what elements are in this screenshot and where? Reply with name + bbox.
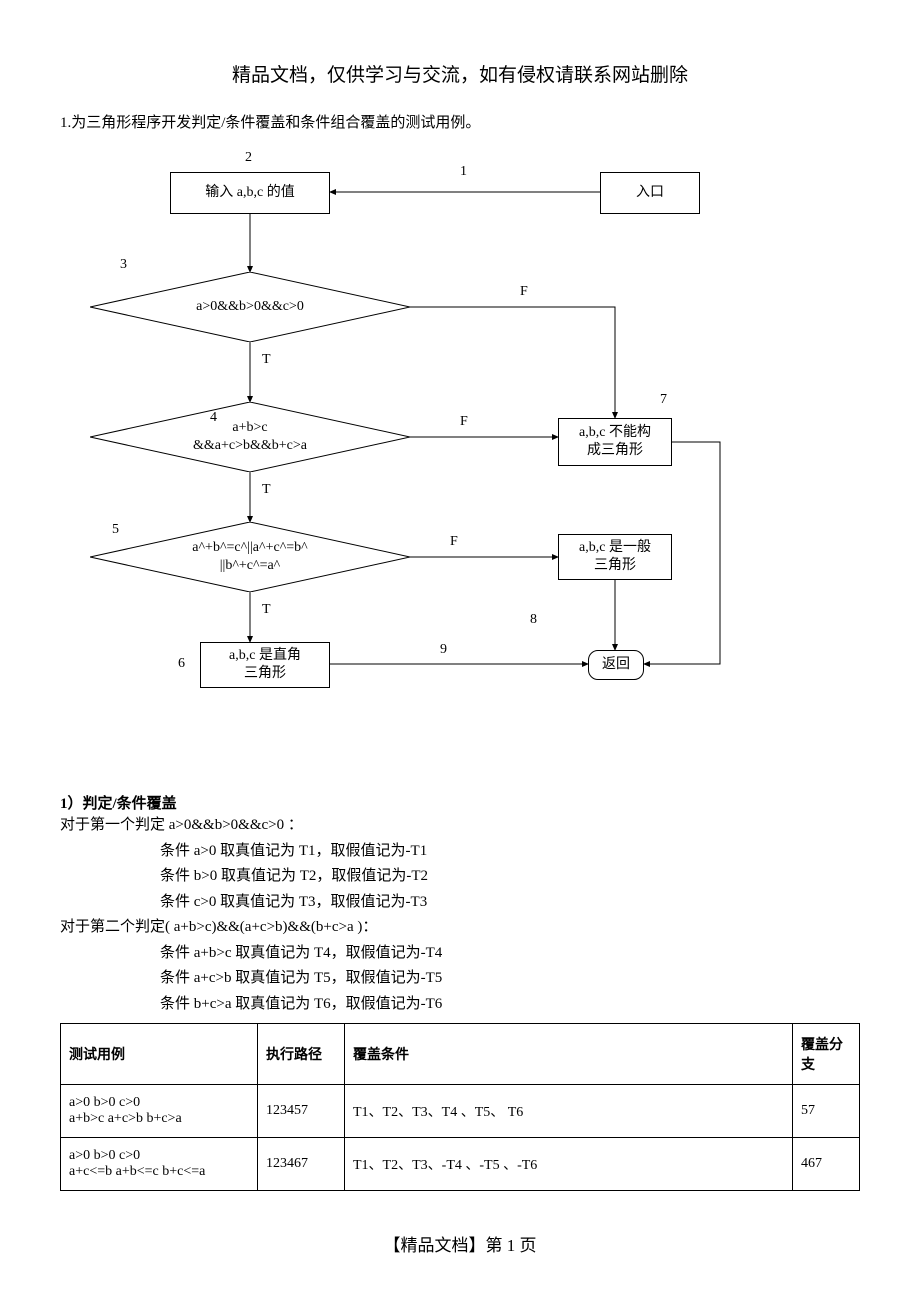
table-row: a>0 b>0 c>0 a+b>c a+c>b b+c>a 123457 T1、… (61, 1085, 860, 1138)
node-right-label-2: 三角形 (244, 665, 286, 683)
testcase-table: 测试用例 执行路径 覆盖条件 覆盖分支 a>0 b>0 c>0 a+b>c a+… (60, 1023, 860, 1191)
cell-testcase: a>0 b>0 c>0 a+c<=b a+b<=c b+c<=a (61, 1138, 258, 1191)
node-return-label: 返回 (602, 656, 630, 674)
num-1: 1 (460, 164, 467, 180)
body-cond-1: 条件 a>0 取真值记为 T1，取假值记为-T1 (60, 839, 860, 865)
node-entry: 入口 (600, 172, 700, 214)
th-path: 执行路径 (258, 1024, 345, 1085)
node-entry-label: 入口 (636, 184, 664, 202)
num-6: 6 (178, 656, 185, 672)
cell-cond: T1、T2、T3、-T4 、-T5 、-T6 (345, 1138, 793, 1191)
num-9: 9 (440, 642, 447, 658)
body-line-1: 对于第一个判定 a>0&&b>0&&c>0 ： (60, 813, 860, 839)
section-title-1: 1）判定/条件覆盖 (60, 792, 860, 813)
node-general: a,b,c 是一般 三角形 (558, 534, 672, 580)
body-text: 对于第一个判定 a>0&&b>0&&c>0 ： 条件 a>0 取真值记为 T1，… (60, 813, 860, 1017)
cell-path: 123467 (258, 1138, 345, 1191)
edge-t-2: T (262, 482, 271, 498)
cell-testcase-l2: a+b>c a+c>b b+c>a (69, 1111, 249, 1127)
node-cond3-label-1: a^+b^=c^||a^+c^=b^ (192, 539, 307, 557)
edge-f-3: F (450, 534, 458, 550)
num-3: 3 (120, 257, 127, 273)
edge-f-1: F (520, 284, 528, 300)
node-return: 返回 (588, 650, 644, 680)
th-cond: 覆盖条件 (345, 1024, 793, 1085)
node-cond3: a^+b^=c^||a^+c^=b^ ||b^+c^=a^ (90, 522, 410, 592)
cell-branch: 57 (793, 1085, 860, 1138)
num-8: 8 (530, 612, 537, 628)
node-cannot-label-2: 成三角形 (587, 442, 643, 460)
table-row: a>0 b>0 c>0 a+c<=b a+b<=c b+c<=a 123467 … (61, 1138, 860, 1191)
body-cond-6: 条件 b+c>a 取真值记为 T6，取假值记为-T6 (60, 992, 860, 1018)
edge-f-2: F (460, 414, 468, 430)
cell-testcase-l1: a>0 b>0 c>0 (69, 1095, 249, 1111)
node-cond2-label-1: a+b>c (232, 419, 267, 437)
node-cond2-label-2: &&a+c>b&&b+c>a (193, 437, 307, 455)
num-2: 2 (245, 150, 252, 166)
cell-path: 123457 (258, 1085, 345, 1138)
node-right-label-1: a,b,c 是直角 (229, 647, 301, 665)
problem-statement: 1.为三角形程序开发判定/条件覆盖和条件组合覆盖的测试用例。 (60, 111, 860, 132)
node-general-label-2: 三角形 (594, 557, 636, 575)
node-general-label-1: a,b,c 是一般 (579, 539, 651, 557)
table-header-row: 测试用例 执行路径 覆盖条件 覆盖分支 (61, 1024, 860, 1085)
node-cond3-label-2: ||b^+c^=a^ (220, 557, 281, 575)
body-cond-5: 条件 a+c>b 取真值记为 T5，取假值记为-T5 (60, 966, 860, 992)
flowchart: 输入 a,b,c 的值 2 入口 1 a>0&&b>0&&c>0 3 a+b>c… (60, 152, 860, 772)
num-7: 7 (660, 392, 667, 408)
th-branch: 覆盖分支 (793, 1024, 860, 1085)
body-cond-2: 条件 b>0 取真值记为 T2，取假值记为-T2 (60, 864, 860, 890)
node-cond2: a+b>c &&a+c>b&&b+c>a (90, 402, 410, 472)
body-cond-4: 条件 a+b>c 取真值记为 T4，取假值记为-T4 (60, 941, 860, 967)
page-header: 精品文档，仅供学习与交流，如有侵权请联系网站删除 (60, 60, 860, 87)
node-cond1-label: a>0&&b>0&&c>0 (196, 298, 304, 316)
node-input-label: 输入 a,b,c 的值 (205, 184, 294, 202)
edge-t-3: T (262, 602, 271, 618)
body-line-2: 对于第二个判定( a+b>c)&&(a+c>b)&&(b+c>a )： (60, 915, 860, 941)
cell-testcase: a>0 b>0 c>0 a+b>c a+c>b b+c>a (61, 1085, 258, 1138)
th-testcase: 测试用例 (61, 1024, 258, 1085)
num-4: 4 (210, 410, 217, 426)
cell-testcase-l2: a+c<=b a+b<=c b+c<=a (69, 1164, 249, 1180)
node-cond1: a>0&&b>0&&c>0 (90, 272, 410, 342)
node-cannot-label-1: a,b,c 不能构 (579, 424, 651, 442)
edge-t-1: T (262, 352, 271, 368)
node-right: a,b,c 是直角 三角形 (200, 642, 330, 688)
node-input: 输入 a,b,c 的值 (170, 172, 330, 214)
page-footer: 【精品文档】第 1 页 (60, 1231, 860, 1256)
cell-branch: 467 (793, 1138, 860, 1191)
num-5: 5 (112, 522, 119, 538)
body-cond-3: 条件 c>0 取真值记为 T3，取假值记为-T3 (60, 890, 860, 916)
cell-testcase-l1: a>0 b>0 c>0 (69, 1148, 249, 1164)
cell-cond: T1、T2、T3、T4 、T5、 T6 (345, 1085, 793, 1138)
node-cannot: a,b,c 不能构 成三角形 (558, 418, 672, 466)
